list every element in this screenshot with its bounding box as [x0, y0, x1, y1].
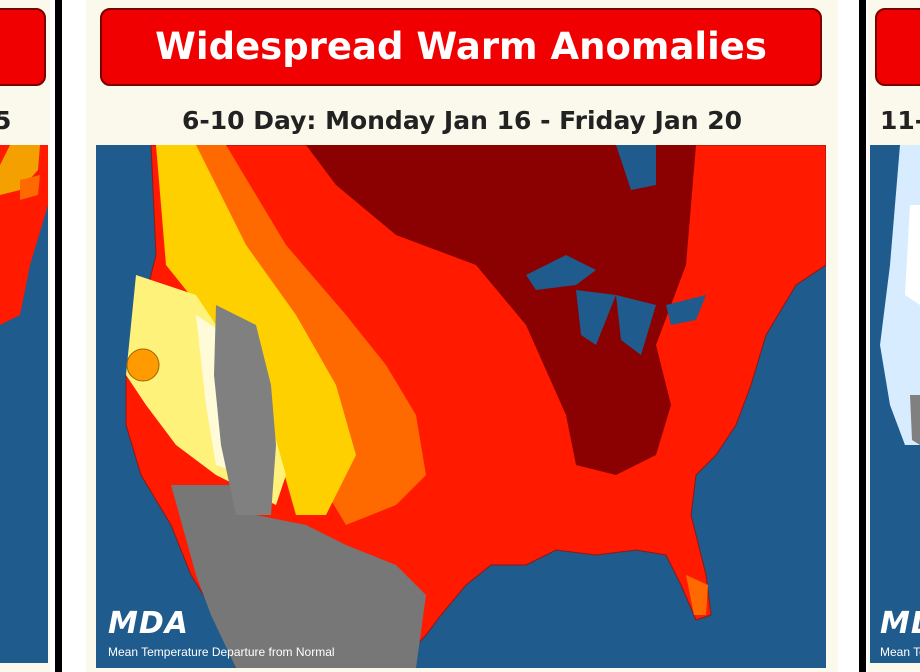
subtitle: 6-10 Day: Monday Jan 16 - Friday Jan 20: [181, 106, 743, 135]
title-box: Widespread Warm Anomalies: [100, 8, 822, 86]
map: [96, 145, 826, 668]
subtitle: 11-: [880, 106, 920, 135]
title-box: [0, 8, 46, 86]
caption: Mean Temperature Departure from Normal: [880, 645, 920, 659]
right-panel[interactable]: 11- MDA Mean Temperature Departure from …: [868, 0, 920, 672]
left-panel[interactable]: 5: [0, 0, 50, 672]
logo: MDA: [108, 606, 189, 641]
divider: [859, 0, 866, 672]
center-panel[interactable]: Widespread Warm Anomalies 6-10 Day: Mond…: [86, 0, 838, 672]
caption: Mean Temperature Departure from Normal: [108, 645, 335, 659]
logo: MDA: [880, 606, 920, 641]
divider: [55, 0, 62, 672]
subtitle: 5: [0, 106, 12, 135]
title-box: [875, 8, 920, 86]
map: [870, 145, 920, 663]
map: [0, 145, 48, 663]
